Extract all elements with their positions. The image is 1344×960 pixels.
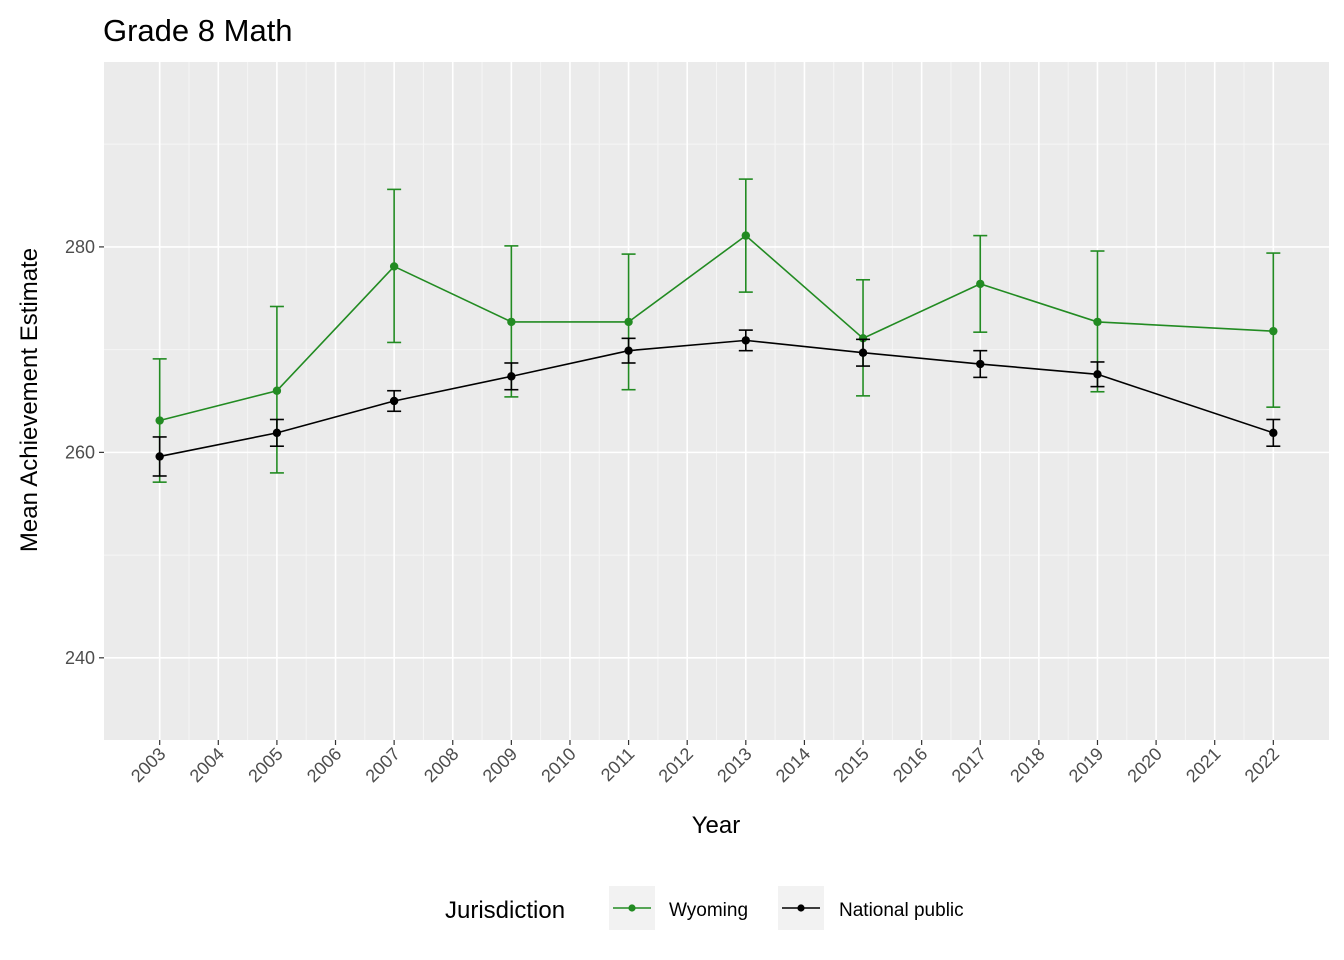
series-wyoming xyxy=(152,178,1281,483)
data-point xyxy=(507,317,516,327)
data-point xyxy=(1093,370,1102,379)
legend-label-national-public: National public xyxy=(839,900,964,921)
x-tick-label: 2018 xyxy=(1006,744,1048,786)
legend-marker-national-public xyxy=(797,904,805,912)
data-point xyxy=(1269,326,1278,336)
x-tick-label: 2007 xyxy=(362,744,404,786)
x-tick-label: 2017 xyxy=(948,744,990,786)
series-national-public xyxy=(152,329,1281,477)
x-tick-label: 2004 xyxy=(186,744,228,786)
x-tick-label: 2006 xyxy=(303,744,345,786)
x-tick-label: 2013 xyxy=(713,744,755,786)
data-point xyxy=(272,386,282,395)
data-point xyxy=(976,359,985,369)
data-point xyxy=(858,334,868,343)
x-tick-label: 2003 xyxy=(127,744,169,786)
data-point xyxy=(1093,317,1102,327)
x-tick-label: 2016 xyxy=(889,744,931,786)
x-tick-label: 2005 xyxy=(244,744,286,786)
y-axis-title: Mean Achievement Estimate xyxy=(16,248,43,552)
x-tick-label: 2015 xyxy=(830,744,872,786)
x-tick-label: 2010 xyxy=(537,744,579,786)
data-point xyxy=(741,231,751,240)
data-point xyxy=(976,279,985,289)
data-point xyxy=(389,262,399,271)
series-line xyxy=(159,339,1274,458)
x-tick-label: 2019 xyxy=(1065,744,1107,786)
x-tick-label: 2022 xyxy=(1241,744,1283,786)
data-point xyxy=(389,396,399,406)
y-tick-label: 240 xyxy=(65,648,95,668)
x-tick-label: 2012 xyxy=(655,744,697,786)
data-point xyxy=(858,348,868,357)
data-point xyxy=(1269,428,1278,438)
data-point xyxy=(155,416,164,425)
x-tick-label: 2014 xyxy=(772,744,814,786)
x-tick-label: 2008 xyxy=(420,744,462,786)
x-tick-label: 2011 xyxy=(597,744,639,786)
x-axis: 2003 2004 2005 2006 2007 2008 2009 2010 2011 2012… xyxy=(127,740,1283,786)
data-point xyxy=(272,428,282,438)
y-tick-label: 280 xyxy=(65,237,95,257)
grid-lines xyxy=(104,62,1329,740)
x-axis-title: Year xyxy=(692,812,741,839)
data-point xyxy=(741,336,751,345)
series-layer xyxy=(152,178,1281,483)
legend-label-wyoming: Wyoming xyxy=(669,900,748,921)
data-point xyxy=(624,346,633,355)
series-line xyxy=(159,234,1274,422)
legend-title: Jurisdiction xyxy=(445,897,565,924)
data-point xyxy=(155,452,164,461)
data-point xyxy=(624,317,633,327)
legend-marker-wyoming xyxy=(628,904,636,912)
legend: Jurisdiction Wyoming National public xyxy=(445,886,964,930)
data-point xyxy=(507,372,516,381)
x-tick-label: 2020 xyxy=(1123,744,1165,786)
x-tick-label: 2009 xyxy=(479,744,521,786)
y-axis: 240 260 280 xyxy=(65,237,104,668)
chart-title: Grade 8 Math xyxy=(103,13,293,48)
y-tick-label: 260 xyxy=(65,442,95,462)
x-tick-label: 2021 xyxy=(1182,744,1224,786)
